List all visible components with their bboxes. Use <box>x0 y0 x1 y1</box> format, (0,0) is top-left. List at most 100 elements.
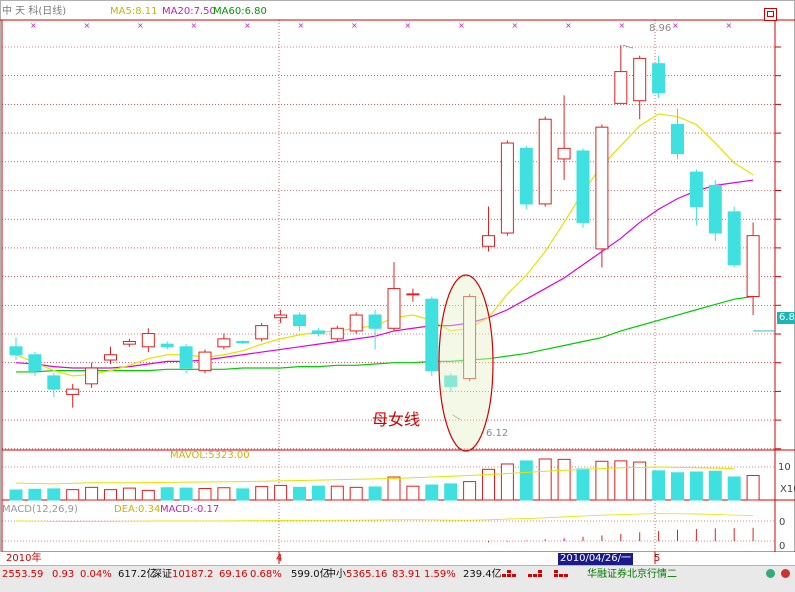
date-label-april: 4 <box>276 553 283 564</box>
volume-bar <box>689 471 703 501</box>
macd-scale-0: 0 <box>779 517 786 528</box>
volume-bar <box>349 486 363 501</box>
kline-chart: × × × × × × × × × × × × × × <box>0 0 795 565</box>
pattern-annotation: 母女线 <box>372 410 421 429</box>
candle-body <box>122 341 136 345</box>
candle-body <box>671 124 684 155</box>
volume-bar <box>671 472 684 501</box>
candle-body <box>28 354 42 372</box>
volume-bar <box>595 460 609 501</box>
max-price-label: 8.96 <box>649 23 672 34</box>
sme-index-value: 5365.16 <box>346 569 388 580</box>
volume-bar <box>28 488 42 501</box>
date-bar <box>0 552 795 565</box>
candle-body <box>217 338 231 348</box>
candle-body <box>387 288 401 329</box>
mavol-label: MAVOL:5323.00 <box>170 450 250 461</box>
candle-body <box>85 367 99 385</box>
market-breadth-icon-3 <box>554 570 570 578</box>
sh-index-pct: 0.04% <box>80 569 112 580</box>
ma5-line <box>15 113 754 377</box>
date-label-may: 5 <box>654 553 661 564</box>
volume-bar <box>85 486 99 501</box>
market-breadth-icon <box>502 570 518 578</box>
candle-body <box>463 296 477 380</box>
event-marker: × <box>298 21 305 30</box>
event-marker: × <box>726 21 733 30</box>
sz-index-value: 10187.2 <box>172 569 214 580</box>
sz-index-amount: 599.0亿 <box>291 569 330 580</box>
candle-body <box>689 171 703 208</box>
volume-bar <box>444 483 458 501</box>
ma20-line <box>15 179 754 369</box>
event-marker: × <box>405 21 412 30</box>
candle-body <box>179 346 193 369</box>
volume-bar <box>633 461 647 501</box>
event-marker: × <box>84 21 91 30</box>
sme-index-pct: 1.59% <box>424 569 456 580</box>
min-pointer <box>452 414 461 421</box>
volume-bar <box>576 468 590 501</box>
volume-bar <box>9 489 23 501</box>
event-marker: × <box>137 21 144 30</box>
sme-index-amount: 239.4亿 <box>463 569 502 580</box>
candle-body <box>198 351 212 372</box>
candle-body <box>311 330 325 335</box>
connection-status-icon[interactable] <box>766 569 775 578</box>
event-marker: × <box>351 21 358 30</box>
broker-name: 华融证券北京行情二 <box>587 569 677 580</box>
pattern-highlight-ellipse <box>438 274 494 452</box>
volume-bar <box>538 458 552 501</box>
event-marker: × <box>191 21 198 30</box>
candle-body <box>330 327 344 340</box>
sme-index-change: 83.91 <box>392 569 421 580</box>
candle-body <box>349 314 363 332</box>
candle-body <box>293 314 306 327</box>
macd-value-label: MACD:-0.17 <box>160 504 220 515</box>
volume-scale-unit: X10 <box>780 484 795 495</box>
volume-bar <box>746 474 760 501</box>
volume-bar <box>141 489 155 501</box>
sz-index-change: 69.16 <box>219 569 248 580</box>
event-marker: × <box>458 21 465 30</box>
min-price-label: 6.12 <box>486 428 509 439</box>
candle-body <box>141 333 155 348</box>
event-marker: × <box>619 21 626 30</box>
volume-bar <box>708 470 722 501</box>
candle-body <box>633 57 647 102</box>
volume-bar <box>274 484 288 501</box>
candle-body <box>500 142 514 234</box>
volume-bar <box>311 485 325 501</box>
market-breadth-icon-2 <box>528 570 544 578</box>
ma20-label: MA20:7.50 <box>162 6 216 17</box>
ma5-label: MA5:8.11 <box>110 6 158 17</box>
volume-bar <box>387 476 401 501</box>
candle-body <box>538 118 552 205</box>
volume-bar <box>255 486 269 501</box>
event-marker: × <box>672 21 679 30</box>
maximize-icon[interactable] <box>764 8 777 21</box>
candle-body <box>746 235 760 298</box>
candle-body <box>47 375 61 390</box>
candle-body <box>274 314 288 319</box>
volume-bar <box>727 476 741 501</box>
volume-ma-line <box>15 466 735 485</box>
volume-bar <box>463 481 477 501</box>
candle-body <box>160 343 174 348</box>
volume-bar <box>47 488 61 501</box>
candle-body <box>482 235 495 247</box>
candle-body <box>66 388 80 395</box>
candle-body <box>406 293 420 296</box>
volume-bar <box>217 487 231 501</box>
alert-icon[interactable] <box>781 569 790 578</box>
sh-index-amount: 617.2亿 <box>118 569 157 580</box>
volume-bar <box>614 460 628 501</box>
stock-title: 中 天 科(日线) <box>2 6 67 17</box>
sz-index-pct: 0.68% <box>250 569 282 580</box>
volume-bar <box>406 485 420 501</box>
volume-bar <box>293 486 306 501</box>
volume-bar <box>160 487 174 501</box>
sme-index-name: 中小 <box>326 569 346 580</box>
volume-bar <box>104 489 117 501</box>
sz-index-name: 深证 <box>152 569 172 580</box>
